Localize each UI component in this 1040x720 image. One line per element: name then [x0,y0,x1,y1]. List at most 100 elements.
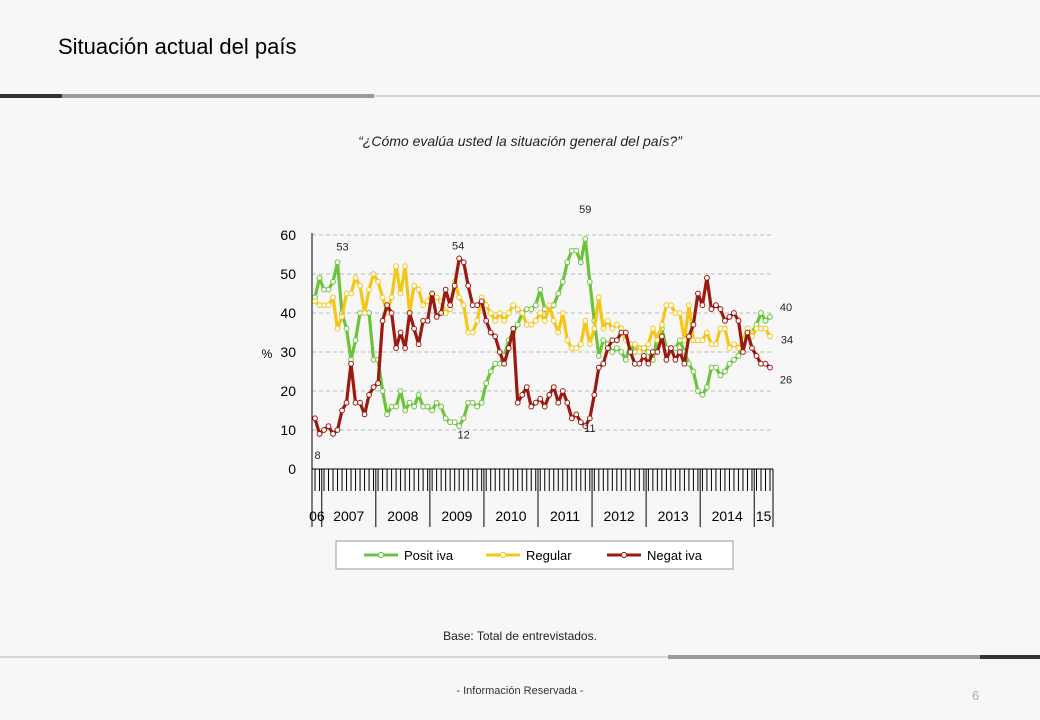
data-label-59: 59 [579,204,591,216]
data-label-54: 54 [452,240,464,252]
data-point [731,341,737,348]
legend-label-0: Posit iva [404,548,454,563]
legend-marker-2 [620,551,628,559]
data-point [492,333,499,340]
data-point [343,399,350,406]
data-point [577,341,584,348]
data-point [451,282,458,289]
y-tick-label-60: 60 [280,227,296,243]
data-point [631,341,638,348]
data-point [514,306,521,313]
footer-confidential: - Información Reservada - [456,685,584,697]
data-point [704,384,710,391]
slide-title: Situación actual del país [58,34,297,59]
data-point [411,282,418,289]
data-point [496,349,503,355]
x-year-label-2013: 2013 [658,508,689,524]
data-point [573,345,580,352]
data-point [573,247,580,254]
data-point [690,368,697,375]
data-point [645,341,652,348]
data-point [510,325,517,332]
data-point [334,325,341,332]
data-point [658,333,665,340]
data-point [559,278,566,285]
header-rule-dark [0,94,62,98]
data-point [456,294,463,301]
data-point [722,317,728,324]
x-year-label-2010: 2010 [495,508,526,524]
data-point [312,415,318,422]
data-label-34: 34 [781,334,793,346]
data-point [537,286,544,293]
data-point [600,360,607,367]
data-point [681,360,688,367]
y-tick-label-10: 10 [280,422,296,438]
data-point [541,317,548,324]
data-point [406,310,413,316]
data-point [366,286,372,293]
data-point [492,317,499,324]
data-point [339,314,345,320]
data-label-12: 12 [458,429,470,441]
data-point [613,337,620,344]
data-point [604,345,611,352]
data-point [325,286,332,293]
data-point [312,298,318,305]
x-year-label-2009: 2009 [441,508,472,524]
data-point [460,302,467,309]
data-point [767,333,773,340]
data-point [397,388,404,394]
data-point [762,360,769,367]
data-point [501,360,508,367]
data-point [541,403,548,410]
data-point [555,329,562,336]
data-point [505,310,512,316]
data-point [577,419,584,426]
data-point [600,325,607,332]
data-point [415,392,422,398]
data-point [343,325,350,332]
data-point [622,329,629,336]
data-point [433,294,440,301]
data-point [573,411,580,418]
data-point [667,345,674,352]
data-point [370,271,377,277]
header-rule-mid [62,94,374,98]
data-label-53: 53 [336,241,348,253]
data-point [586,415,593,422]
data-point [456,423,463,430]
data-point [424,317,431,324]
data-point [528,403,535,410]
data-point [429,407,436,414]
data-point [465,282,472,289]
data-point [609,349,616,355]
data-point [762,325,769,332]
data-point [591,392,598,398]
x-year-label-2014: 2014 [712,508,743,524]
data-point [415,286,422,293]
data-point [735,345,742,352]
legend-box [335,540,734,570]
page-number: 6 [972,688,980,703]
data-point [713,302,719,309]
data-point [402,407,408,414]
data-point [731,310,737,316]
footer-rule-dark [980,655,1040,659]
data-point [348,360,354,367]
data-point [438,310,445,316]
data-point [393,263,399,270]
data-point [402,263,408,270]
data-point [677,310,683,316]
data-point [677,349,683,355]
data-point [663,356,670,363]
x-year-label-2008: 2008 [387,508,418,524]
data-point [613,321,620,328]
data-point [519,310,526,316]
data-point [532,302,539,309]
data-point [699,337,706,344]
data-point [532,399,539,406]
data-point [478,298,485,305]
data-point [550,317,557,324]
data-point [640,345,647,352]
